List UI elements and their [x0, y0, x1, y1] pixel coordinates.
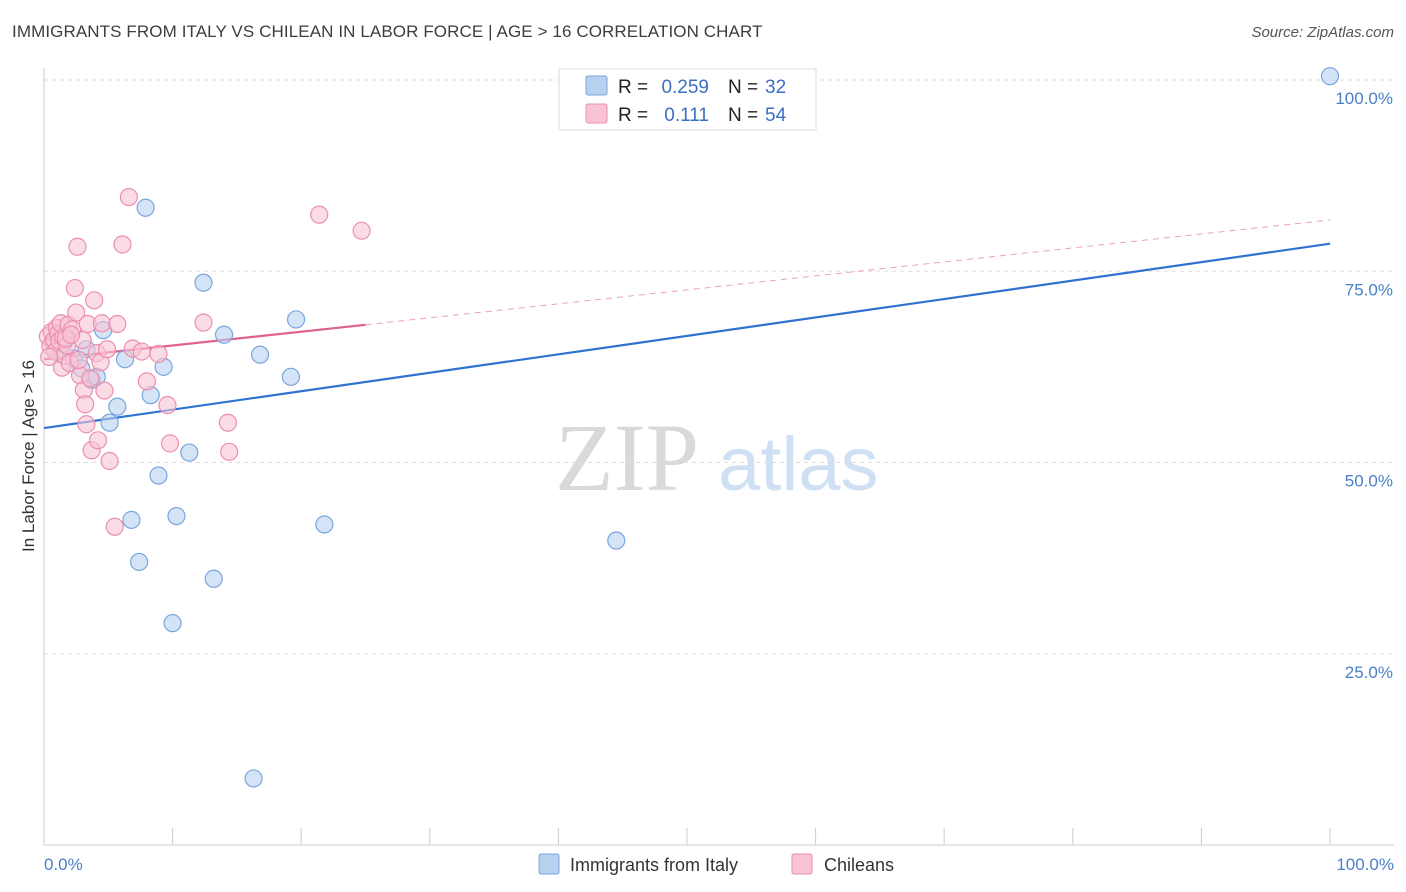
legend-swatch-chile [585, 103, 608, 124]
point-chile-31 [92, 314, 111, 333]
legend-n-label-chile: N = [728, 105, 758, 126]
source-label: Source: ZipAtlas.com [1251, 24, 1394, 41]
trend-line-chile-extension [365, 219, 1331, 326]
watermark: ZIP atlas [555, 404, 879, 511]
bottom-legend-swatch-chile [791, 853, 813, 875]
point-italy-30 [1320, 67, 1340, 86]
point-italy-27 [286, 310, 306, 329]
legend-r-label-chile: R = [618, 105, 648, 126]
point-chile-47 [220, 442, 239, 461]
legend-swatch-italy [585, 75, 608, 96]
point-italy-21 [194, 273, 213, 292]
point-chile-38 [119, 187, 138, 207]
point-chile-23 [77, 415, 96, 434]
bottom-legend-label-italy: Immigrants from Italy [570, 855, 738, 875]
point-italy-20 [180, 443, 199, 462]
point-chile-48 [310, 205, 329, 224]
point-chile-25 [81, 369, 100, 388]
point-italy-28 [315, 515, 334, 534]
point-chile-40 [132, 342, 151, 361]
correlation-legend: R = 0.259 N = 32 R = 0.111 N = 54 [558, 68, 817, 131]
chart-title: IMMIGRANTS FROM ITALY VS CHILEAN IN LABO… [12, 22, 763, 41]
y-tick-label-100: 100.0% [1335, 89, 1393, 108]
point-chile-53 [69, 350, 88, 370]
point-chile-41 [137, 372, 156, 391]
point-chile-49 [352, 221, 371, 240]
y-axis-tick-labels: 25.0% 50.0% 75.0% 100.0% [1335, 89, 1393, 682]
point-chile-43 [158, 396, 177, 415]
series-legend: Immigrants from Italy Chileans [538, 853, 894, 875]
point-chile-16 [65, 278, 84, 298]
y-tick-label-50: 50.0% [1345, 472, 1393, 491]
legend-n-value-chile: 54 [765, 105, 787, 126]
point-chile-27 [85, 291, 104, 310]
point-italy-25 [250, 345, 270, 364]
legend-r-value-chile: 0.111 [664, 105, 709, 126]
point-italy-29 [607, 531, 626, 550]
point-chile-29 [88, 431, 108, 450]
point-italy-22 [204, 569, 223, 588]
point-italy-24 [244, 769, 263, 788]
data-points [38, 67, 1340, 788]
watermark-atlas: atlas [718, 422, 879, 507]
point-italy-19 [167, 506, 186, 526]
point-italy-12 [122, 510, 141, 529]
axes [43, 68, 1394, 846]
point-chile-45 [194, 313, 213, 332]
point-chile-50 [40, 347, 59, 367]
point-italy-14 [136, 198, 155, 217]
watermark-zip: ZIP [555, 404, 699, 511]
point-italy-10 [108, 397, 127, 416]
point-italy-26 [281, 367, 301, 386]
point-italy-23 [214, 325, 234, 344]
point-chile-32 [95, 381, 114, 400]
point-chile-35 [105, 517, 124, 536]
point-italy-18 [163, 614, 182, 633]
x-tick-label-max: 100.0% [1336, 855, 1394, 874]
trend-lines [43, 219, 1331, 430]
point-italy-16 [149, 466, 168, 485]
x-tick-label-min: 0.0% [44, 855, 83, 874]
y-tick-label-75: 75.0% [1345, 280, 1393, 299]
point-chile-34 [100, 451, 119, 471]
point-chile-17 [67, 303, 86, 322]
point-chile-33 [97, 340, 117, 359]
legend-r-label-italy: R = [618, 77, 648, 98]
y-axis-label: In Labor Force | Age > 16 [19, 360, 38, 552]
point-chile-37 [113, 235, 132, 254]
x-axis-ticks [172, 828, 1331, 845]
point-chile-18 [68, 237, 87, 256]
point-chile-52 [61, 325, 81, 344]
y-tick-label-25: 25.0% [1345, 663, 1393, 682]
point-italy-9 [100, 413, 119, 432]
point-italy-13 [130, 552, 149, 572]
point-chile-42 [149, 344, 168, 363]
legend-n-label-italy: N = [728, 77, 758, 98]
point-chile-36 [108, 314, 127, 334]
bottom-legend-label-chile: Chileans [824, 855, 894, 875]
legend-r-value-italy: 0.259 [661, 77, 709, 98]
gridlines [44, 79, 1394, 655]
point-chile-46 [218, 413, 237, 432]
point-chile-22 [76, 395, 95, 414]
legend-n-value-italy: 32 [765, 77, 786, 98]
trend-line-italy [43, 242, 1331, 430]
bottom-legend-swatch-italy [538, 853, 560, 875]
point-chile-44 [160, 434, 180, 453]
